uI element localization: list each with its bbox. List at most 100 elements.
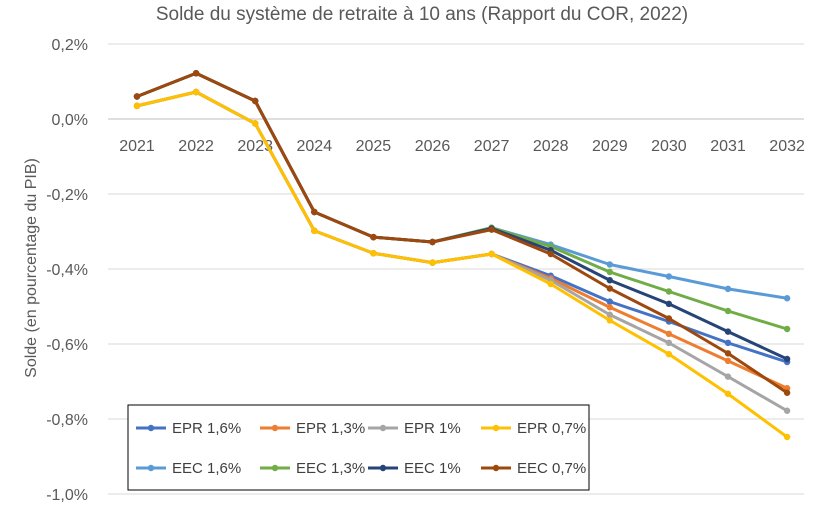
legend-swatch-marker: [271, 424, 279, 432]
x-tick-label: 2025: [356, 138, 392, 155]
x-tick-label: 2030: [651, 138, 687, 155]
data-point: [133, 102, 141, 110]
legend-label: EEC 1,3%: [296, 460, 365, 477]
data-point: [724, 339, 732, 347]
data-point: [488, 226, 495, 233]
x-tick-label: 2024: [297, 138, 333, 155]
legend-swatch-marker: [147, 464, 155, 472]
data-point: [724, 357, 732, 365]
data-point: [665, 300, 673, 308]
y-tick-label: -0,4%: [46, 262, 88, 279]
data-point: [783, 433, 791, 441]
data-point: [606, 261, 613, 268]
data-point: [724, 328, 732, 335]
legend-item: EEC 1,3%: [260, 460, 365, 477]
data-point: [606, 317, 613, 324]
legend-item: EEC 1,6%: [136, 460, 241, 477]
series-eec-1-: [133, 70, 791, 363]
legend-item: EPR 0,7%: [481, 420, 586, 437]
series-line: [135, 90, 789, 364]
data-point: [724, 350, 732, 357]
x-tick-label: 2028: [533, 138, 569, 155]
data-point: [665, 339, 673, 347]
data-point: [783, 295, 791, 302]
series-line: [135, 90, 789, 439]
data-point: [547, 280, 554, 288]
y-axis-ticks: 0,2% 0,0% -0,2% -0,4% -0,6% -0,8% -1,0%: [46, 37, 88, 504]
legend-label: EEC 1,6%: [172, 460, 241, 477]
data-point: [311, 227, 318, 234]
series-epr-1-6-: [133, 88, 791, 366]
series-eec-0-7-: [133, 70, 791, 396]
data-point: [311, 208, 318, 216]
series-lines: [133, 70, 791, 441]
y-tick-label: 0,0%: [52, 112, 88, 129]
legend-item: EEC 0,7%: [481, 460, 586, 477]
data-point: [783, 389, 791, 396]
legend-swatch-marker: [492, 424, 500, 432]
series-epr-0-7-: [133, 88, 791, 441]
data-point: [606, 268, 613, 276]
data-point: [724, 307, 732, 315]
series-line: [135, 71, 789, 395]
data-point: [606, 304, 613, 311]
y-tick-label: -0,6%: [46, 337, 88, 354]
legend-swatch-marker: [379, 464, 387, 472]
data-point: [665, 330, 673, 338]
data-point: [724, 285, 732, 293]
legend-swatch-marker: [271, 464, 279, 472]
legend-swatch-marker: [147, 424, 155, 432]
series-epr-1-: [133, 88, 791, 414]
legend-item: EPR 1,6%: [136, 420, 241, 437]
data-point: [488, 250, 495, 258]
data-point: [252, 120, 259, 127]
series-line: [135, 71, 789, 300]
x-tick-label: 2029: [592, 138, 628, 155]
x-axis-ticks: 2021 2022 2023 2024 2025 2026 2027 2028 2029 2030…: [119, 138, 805, 155]
data-point: [783, 407, 791, 414]
legend-label: EEC 1%: [404, 460, 461, 477]
data-point: [370, 250, 377, 257]
data-point: [192, 70, 200, 77]
legend-label: EPR 1,6%: [172, 420, 241, 437]
legend-swatch-marker: [379, 424, 387, 432]
y-tick-label: -1,0%: [46, 487, 88, 504]
x-tick-label: 2026: [415, 138, 451, 155]
data-point: [783, 385, 791, 392]
data-point: [783, 355, 791, 363]
legend-item: EPR 1,3%: [260, 420, 365, 437]
series-line: [135, 90, 789, 413]
legend-item: EEC 1%: [368, 460, 461, 477]
chart-title: Solde du système de retraite à 10 ans (R…: [156, 4, 688, 25]
legend-label: EPR 1,3%: [296, 420, 365, 437]
data-point: [429, 238, 436, 246]
series-eec-1-3-: [133, 70, 791, 333]
legend-box: [127, 404, 590, 491]
x-tick-label: 2032: [769, 138, 805, 155]
data-point: [370, 233, 377, 241]
legend-label: EEC 0,7%: [517, 460, 586, 477]
y-tick-label: -0,2%: [46, 187, 88, 204]
data-point: [665, 273, 673, 280]
data-point: [606, 277, 613, 284]
x-tick-label: 2027: [474, 138, 510, 155]
legend: EPR 1,6% EPR 1,3% EPR 1% EPR 0,7% EEC 1,6% EE…: [127, 404, 590, 491]
series-epr-1-3-: [133, 88, 791, 392]
legend-item: EPR 1%: [368, 420, 461, 437]
legend-label: EPR 0,7%: [517, 420, 586, 437]
data-point: [547, 250, 554, 258]
series-eec-1-6-: [133, 70, 791, 302]
data-point: [606, 298, 613, 305]
x-tick-label: 2022: [178, 138, 214, 155]
legend-label: EPR 1%: [404, 420, 461, 437]
x-tick-label: 2021: [119, 138, 155, 155]
legend-swatch-marker: [492, 464, 500, 472]
data-point: [724, 390, 732, 398]
data-point: [665, 350, 673, 358]
data-point: [133, 93, 141, 100]
y-axis-label: Solde (en pourcentage du PIB): [23, 158, 40, 378]
data-point: [724, 373, 732, 380]
data-point: [665, 288, 673, 295]
